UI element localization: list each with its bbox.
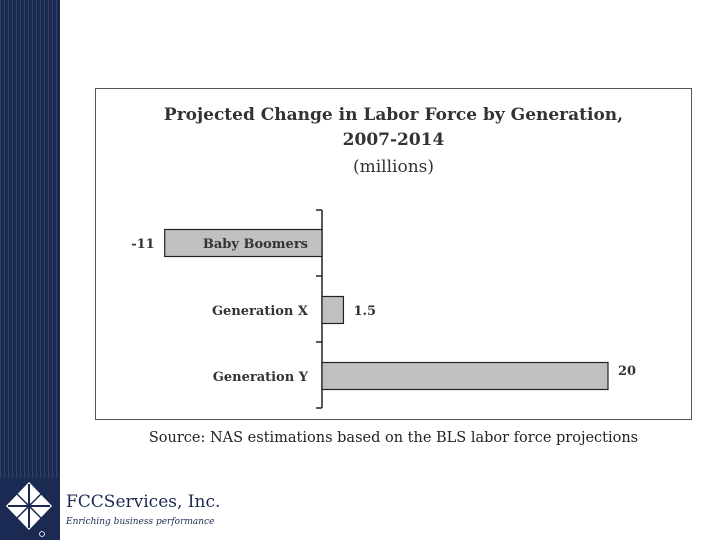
bar-2 bbox=[321, 361, 609, 391]
category-label-1: Generation X bbox=[212, 304, 309, 319]
company-logo-icon bbox=[0, 478, 58, 540]
chart-subtitle: (millions) bbox=[352, 157, 435, 177]
category-label-2: Generation Y bbox=[213, 370, 309, 385]
bar-0 bbox=[164, 228, 323, 258]
value-label-1: 1.5 bbox=[353, 304, 376, 319]
chart-title-line1: Projected Change in Labor Force by Gener… bbox=[163, 105, 624, 125]
value-label-2: 20 bbox=[618, 364, 636, 379]
value-label-0: -11 bbox=[131, 237, 155, 252]
company-name: FCCServices, Inc. bbox=[66, 492, 221, 512]
company-tagline: Enriching business performance bbox=[66, 517, 215, 527]
chart-title: Projected Change in Labor Force by Gener… bbox=[95, 103, 692, 153]
bar-1 bbox=[321, 295, 345, 325]
source-note: Source: NAS estimations based on the BLS… bbox=[148, 430, 639, 446]
sidebar-band bbox=[0, 0, 60, 540]
category-label-0: Baby Boomers bbox=[203, 237, 308, 252]
chart-title-line2: 2007-2014 bbox=[342, 130, 445, 150]
